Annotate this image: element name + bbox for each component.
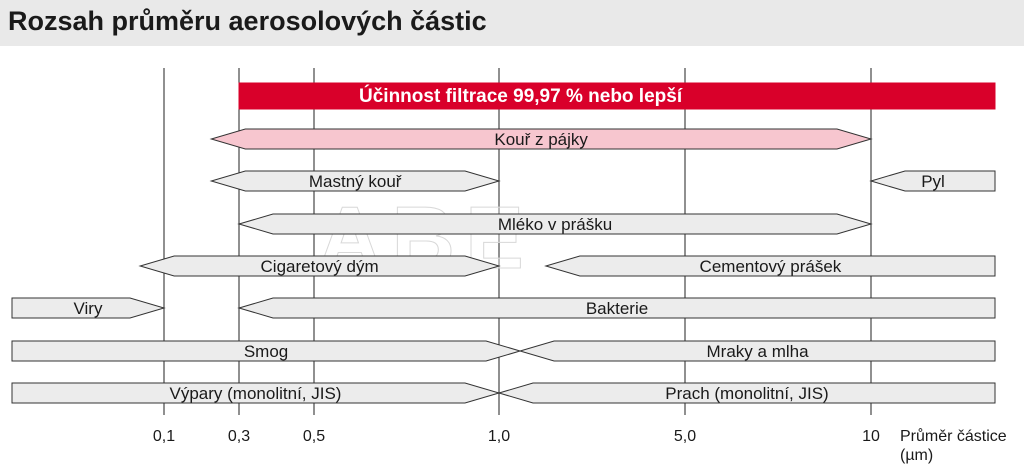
bar-label-9: Smog: [244, 342, 288, 361]
axis-title-line1: Průměr částice: [900, 427, 1007, 445]
bar-12: [497, 382, 996, 404]
bar-label-4: Mléko v prášku: [498, 215, 612, 234]
axis-title-line2: (µm): [900, 447, 933, 464]
bar-label-7: Viry: [74, 299, 103, 318]
tick-label-4: 5,0: [674, 428, 696, 445]
bar-label-0: Účinnost filtrace 99,97 % nebo lepší: [359, 85, 683, 107]
chart-title: Rozsah průměru aerosolových částic: [8, 6, 487, 36]
bar-label-3: Pyl: [921, 172, 945, 191]
bar-7: [11, 297, 166, 319]
tick-label-5: 10: [862, 428, 880, 445]
bar-2: [209, 170, 501, 192]
bar-8: [237, 297, 996, 319]
bar-label-6: Cementový prášek: [700, 257, 842, 276]
bar-label-11: Výpary (monolitní, JIS): [170, 384, 342, 403]
bar-0: [238, 82, 996, 110]
bar-label-1: Kouř z pájky: [494, 130, 588, 149]
tick-label-0: 0,1: [153, 428, 175, 445]
bar-6: [544, 255, 996, 277]
bar-3: [869, 170, 996, 192]
bar-label-5: Cigaretový dým: [261, 257, 379, 276]
bar-10: [518, 340, 996, 362]
bar-11: [11, 382, 501, 404]
bar-label-2: Mastný kouř: [309, 172, 402, 191]
title-bar: [0, 0, 1024, 46]
bar-4: [237, 213, 873, 235]
bar-1: [209, 128, 873, 150]
tick-label-1: 0,3: [228, 428, 250, 445]
bar-label-8: Bakterie: [586, 299, 648, 318]
bar-5: [138, 255, 501, 277]
tick-label-3: 1,0: [488, 428, 510, 445]
tick-label-2: 0,5: [303, 428, 325, 445]
bar-label-12: Prach (monolitní, JIS): [665, 384, 828, 403]
bar-9: [11, 340, 522, 362]
bar-label-10: Mraky a mlha: [707, 342, 810, 361]
